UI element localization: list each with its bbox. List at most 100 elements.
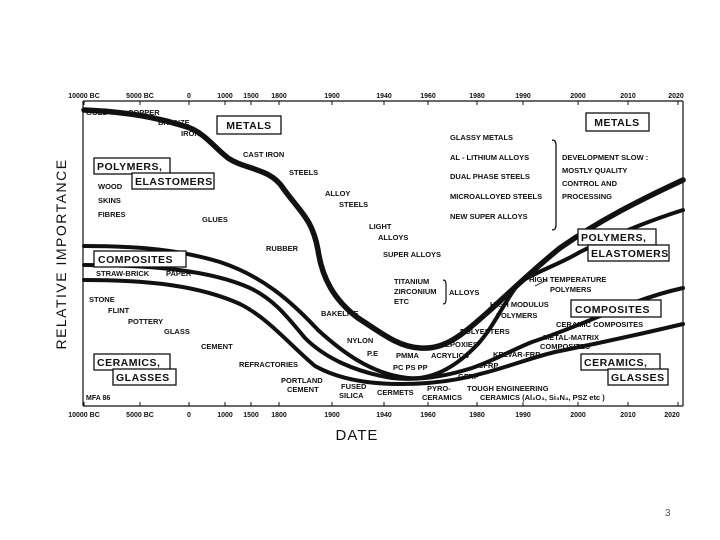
label-epoxies: EPOXIES xyxy=(445,340,478,349)
label-high-modulus-2: POLYMERS xyxy=(496,311,537,320)
high-temp-leader xyxy=(534,279,548,287)
label-kevlar-frp: KELVAR-FRP xyxy=(493,350,540,359)
label-new-super-alloys: NEW SUPER ALLOYS xyxy=(450,212,528,221)
label-pyro-ceramics-1: PYRO- xyxy=(427,384,451,393)
label-cast-iron: CAST IRON xyxy=(243,150,284,159)
top-tick-label: 1500 xyxy=(243,93,259,100)
label-alloy-steels-2: STEELS xyxy=(339,200,368,209)
label-pottery: POTTERY xyxy=(128,317,163,326)
bottom-tick-label: 5000 BC xyxy=(126,412,154,419)
label-etc: ETC xyxy=(394,297,410,306)
alloys-bracket xyxy=(442,279,447,305)
top-tick-label: 2000 xyxy=(570,93,586,100)
label-bakelite: BAKELITE xyxy=(321,309,359,318)
elastomers-left-box xyxy=(131,172,215,190)
top-tick-label: 2010 xyxy=(620,93,636,100)
metals-right-label: METALS xyxy=(594,117,639,129)
top-tick-label: 1900 xyxy=(324,93,340,100)
label-light-alloys-1: LIGHT xyxy=(369,222,392,231)
polymers-left-label-2: ELASTOMERS xyxy=(135,176,213,188)
label-portland-1: PORTLAND xyxy=(281,376,323,385)
label-tough-engineering-1: TOUGH ENGINEERING xyxy=(467,384,549,393)
bottom-tick-label: 2000 xyxy=(570,412,586,419)
label-fibres: FIBRES xyxy=(98,210,126,219)
label-skins: SKINS xyxy=(98,196,121,205)
label-cfrp: CFRP xyxy=(478,361,498,370)
label-pc-ps-pp: PC PS PP xyxy=(393,363,428,372)
x-axis-title: DATE xyxy=(336,427,379,444)
label-high-temperature-1: HIGH TEMPERATURE xyxy=(529,275,606,284)
ceramics-right-label-2: GLASSES xyxy=(611,372,665,384)
top-tick-label: 0 xyxy=(187,93,191,100)
ceramics-right-label-1: CERAMICS, xyxy=(584,357,647,369)
glasses-left-box xyxy=(112,368,177,386)
label-zirconium: ZIRCONIUM xyxy=(394,287,437,296)
ceramics-left-label-2: GLASSES xyxy=(116,372,170,384)
label-high-temperature-2: POLYMERS xyxy=(550,285,591,294)
new-materials-bracket xyxy=(551,139,557,231)
bottom-tick-label: 2010 xyxy=(620,412,636,419)
label-pmma: PMMA xyxy=(396,351,419,360)
top-tick-label: 1990 xyxy=(515,93,531,100)
label-fused-silica-1: FUSED xyxy=(341,382,367,391)
ceramics-glasses-curve xyxy=(82,278,685,386)
label-refractories: REFRACTORIES xyxy=(239,360,298,369)
label-nylon: NYLON xyxy=(347,336,373,345)
label-al-lithium: AL - LITHIUM ALLOYS xyxy=(450,153,529,162)
label-ceramic-composites: CERAMIC COMPOSITES xyxy=(556,320,643,329)
label-glass: GLASS xyxy=(164,327,190,336)
label-alloy-steels-1: ALLOY xyxy=(325,189,350,198)
label-pyro-ceramics-2: CERAMICS xyxy=(422,393,462,402)
label-wood: WOOD xyxy=(98,182,123,191)
label-metal-matrix-1: METAL-MATRIX xyxy=(543,333,599,342)
label-gfrp: GFRP xyxy=(458,372,479,381)
bottom-tick-label: 1980 xyxy=(469,412,485,419)
polymers-left-label-1: POLYMERS, xyxy=(97,161,162,173)
y-axis-title: RELATIVE IMPORTANCE xyxy=(53,158,69,349)
label-pe: P.E xyxy=(367,349,378,358)
polymers-right-label-1: POLYMERS, xyxy=(581,232,646,244)
top-tick-label: 5000 BC xyxy=(126,93,154,100)
bottom-tick-label: 1940 xyxy=(376,412,392,419)
label-iron: IRON xyxy=(181,129,200,138)
label-high-modulus-1: HIGH MODULUS xyxy=(490,300,549,309)
label-copper: COPPER xyxy=(128,108,160,117)
label-development-slow-2: MOSTLY QUALITY xyxy=(562,166,627,175)
tick-marks xyxy=(83,101,679,406)
top-tick-label: 1000 xyxy=(217,93,233,100)
label-fused-silica-2: SILICA xyxy=(339,391,364,400)
top-tick-label: 10000 BC xyxy=(68,93,100,100)
label-glues: GLUES xyxy=(202,215,228,224)
top-tick-label: 1800 xyxy=(271,93,287,100)
label-microalloyed: MICROALLOYED STEELS xyxy=(450,192,542,201)
label-titanium: TITANIUM xyxy=(394,277,429,286)
label-rubber: RUBBER xyxy=(266,244,299,253)
glasses-right-box xyxy=(607,368,669,386)
bottom-tick-label: 1960 xyxy=(420,412,436,419)
metals-left-label: METALS xyxy=(226,120,271,132)
composites-right-label: COMPOSITES xyxy=(575,304,650,316)
top-tick-label: 1940 xyxy=(376,93,392,100)
ceramics-left-label-1: CERAMICS, xyxy=(97,357,160,369)
page-number: 3 xyxy=(665,508,671,519)
metals-curve xyxy=(81,107,686,351)
label-portland-2: CEMENT xyxy=(287,385,319,394)
figure-credit: MFA 86 xyxy=(86,395,110,402)
label-alloys-bracket: ALLOYS xyxy=(449,288,479,297)
label-metal-matrix-2: COMPOSITES xyxy=(540,342,590,351)
bottom-tick-label: 1000 xyxy=(217,412,233,419)
label-acrylics: ACRYLICS xyxy=(431,351,469,360)
label-polyesters: POLYESTERS xyxy=(460,327,510,336)
label-development-slow-1: DEVELOPMENT SLOW : xyxy=(562,153,648,162)
bottom-tick-label: 1500 xyxy=(243,412,259,419)
top-tick-label: 1960 xyxy=(420,93,436,100)
label-cermets: CERMETS xyxy=(377,388,414,397)
bottom-tick-label: 10000 BC xyxy=(68,412,100,419)
label-flint: FLINT xyxy=(108,306,130,315)
label-straw-brick: STRAW-BRICK xyxy=(96,269,150,278)
top-tick-label: 2020 xyxy=(668,93,684,100)
bottom-tick-label: 1900 xyxy=(324,412,340,419)
top-tick-label: 1980 xyxy=(469,93,485,100)
bottom-tick-label: 1990 xyxy=(515,412,531,419)
